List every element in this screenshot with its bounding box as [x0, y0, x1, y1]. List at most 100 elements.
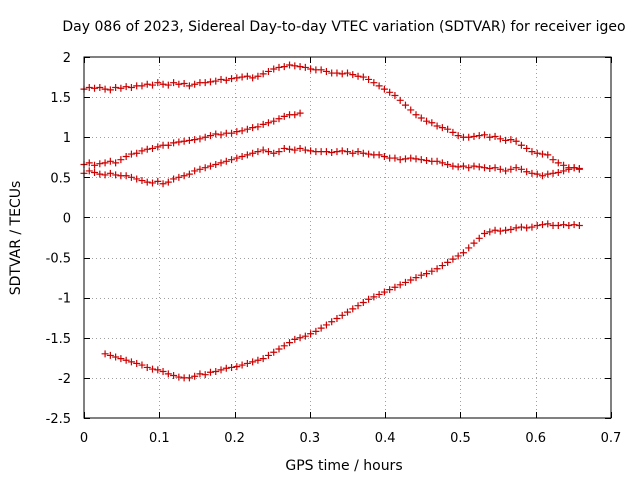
data-point [333, 148, 341, 156]
data-point [386, 88, 394, 96]
data-point [496, 165, 504, 173]
data-point [101, 171, 109, 179]
data-point [338, 70, 346, 78]
data-point [486, 228, 494, 236]
data-point [401, 101, 409, 109]
data-point [127, 83, 135, 91]
data-point [201, 133, 209, 141]
data-point [127, 150, 135, 158]
data-point [433, 265, 441, 273]
data-point [575, 165, 583, 173]
data-point [206, 132, 214, 140]
data-point [533, 221, 541, 229]
series-3 [80, 144, 583, 188]
data-point [228, 363, 236, 371]
data-point [201, 164, 209, 172]
data-point [175, 80, 183, 88]
data-point [175, 173, 183, 181]
data-point [264, 351, 272, 359]
data-point [196, 370, 204, 378]
data-point [280, 112, 288, 120]
data-point [243, 125, 251, 133]
data-point [212, 77, 220, 85]
data-point [570, 221, 578, 229]
data-point [423, 156, 431, 164]
data-point [438, 124, 446, 132]
y-tick-label: -2 [58, 372, 71, 387]
data-point [275, 115, 283, 123]
data-point [380, 85, 388, 93]
data-point [127, 173, 135, 181]
data-point [486, 133, 494, 141]
data-point [391, 154, 399, 162]
data-point [570, 164, 578, 172]
y-tick-label: 0 [63, 211, 71, 226]
data-point [407, 106, 415, 114]
data-point [180, 137, 188, 145]
data-point [275, 63, 283, 71]
data-point [264, 67, 272, 75]
data-point [528, 169, 536, 177]
data-point [507, 165, 515, 173]
data-point [96, 160, 104, 168]
data-point [175, 373, 183, 381]
y-tick-label: 0.5 [50, 171, 71, 186]
data-point [254, 148, 262, 156]
data-point [270, 65, 278, 73]
data-point [481, 164, 489, 172]
data-point [106, 157, 114, 165]
data-point [291, 335, 299, 343]
data-point [486, 165, 494, 173]
data-point [112, 159, 120, 167]
data-point [423, 270, 431, 278]
data-point [85, 159, 93, 167]
data-point [259, 120, 267, 128]
data-point [470, 162, 478, 170]
data-point [465, 164, 473, 172]
data-point [512, 137, 520, 145]
data-point [560, 167, 568, 175]
data-point [185, 170, 193, 178]
data-point [270, 348, 278, 356]
data-point [143, 145, 151, 153]
data-point [112, 83, 120, 91]
x-tick-label: 0.4 [375, 431, 396, 446]
data-point [222, 157, 230, 165]
data-point [170, 139, 178, 147]
data-point [565, 221, 573, 229]
data-point [528, 148, 536, 156]
data-point [465, 244, 473, 252]
data-point [459, 162, 467, 170]
data-point [296, 334, 304, 342]
data-point [523, 168, 531, 176]
data-point [344, 148, 351, 156]
data-point [386, 286, 394, 294]
data-point [438, 159, 446, 167]
data-point [149, 179, 157, 187]
axis-ticks [84, 57, 612, 419]
data-point [365, 75, 373, 83]
plot-area-frame [83, 56, 612, 419]
data-point [112, 353, 120, 361]
data-point [554, 221, 562, 229]
data-point [106, 169, 114, 177]
x-tick-label: 0.1 [149, 431, 170, 446]
data-point [143, 80, 151, 88]
data-point [270, 149, 278, 157]
data-point [560, 221, 568, 229]
data-point [96, 170, 104, 178]
data-point [296, 144, 304, 152]
data-point [222, 364, 230, 372]
data-point [122, 172, 130, 180]
data-point [85, 167, 93, 175]
y-tick-label: 2 [63, 51, 71, 66]
data-point [307, 330, 315, 338]
data-point [238, 152, 246, 160]
data-point [407, 154, 415, 162]
data-point [475, 132, 483, 140]
data-point [481, 229, 489, 237]
data-point [491, 132, 499, 140]
data-point [149, 144, 157, 152]
data-point [396, 96, 404, 104]
